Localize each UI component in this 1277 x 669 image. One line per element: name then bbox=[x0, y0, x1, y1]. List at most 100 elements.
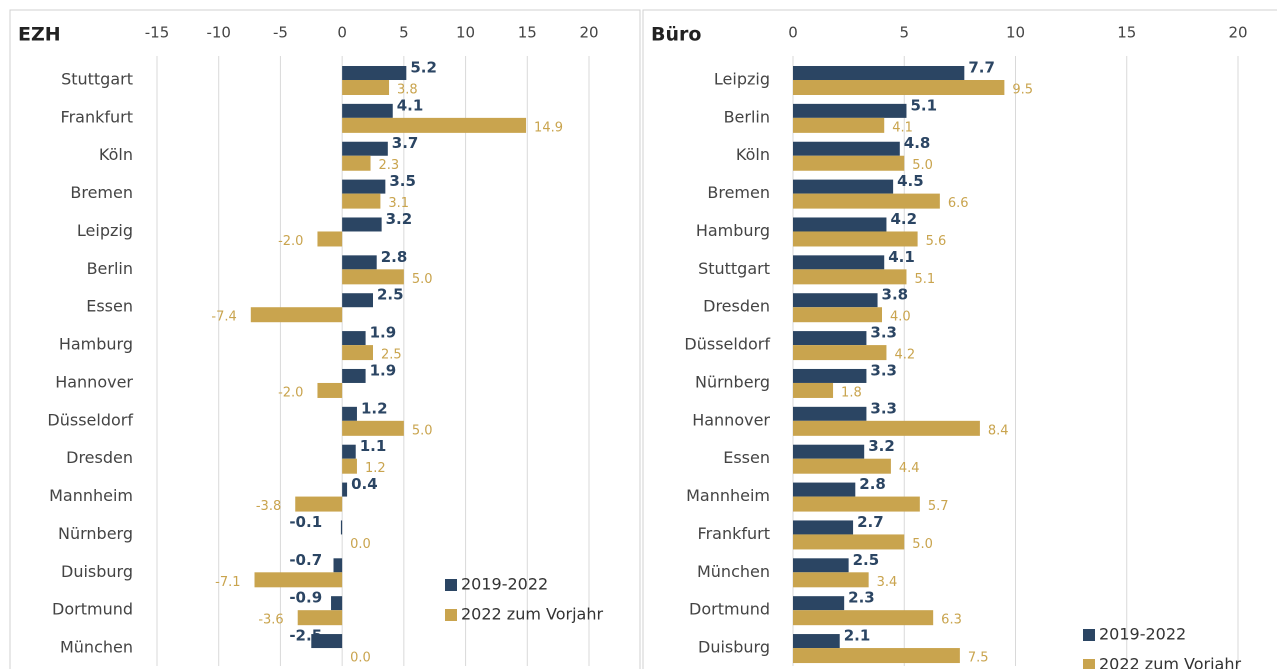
data-label: 4.0 bbox=[890, 310, 911, 325]
data-label: 2.5 bbox=[377, 286, 404, 304]
data-label: 1.9 bbox=[370, 361, 397, 379]
category-label: Mannheim bbox=[686, 486, 770, 505]
bar bbox=[793, 80, 1005, 95]
data-label: 5.1 bbox=[914, 272, 935, 287]
bar bbox=[793, 345, 887, 361]
category-label: Bremen bbox=[707, 183, 770, 202]
bar bbox=[342, 269, 404, 285]
data-label: 4.4 bbox=[899, 461, 920, 476]
data-label: 8.4 bbox=[988, 423, 1009, 438]
bar bbox=[793, 331, 867, 346]
bar bbox=[793, 610, 934, 626]
data-label: -2.0 bbox=[278, 234, 303, 249]
category-label: München bbox=[60, 638, 133, 657]
chart-title: Büro bbox=[651, 24, 701, 46]
data-label: 4.8 bbox=[904, 134, 931, 152]
data-label: 5.0 bbox=[412, 423, 433, 438]
category-label: Düsseldorf bbox=[684, 335, 770, 354]
data-label: 5.0 bbox=[412, 272, 433, 287]
bar bbox=[331, 596, 343, 611]
bar bbox=[342, 458, 357, 474]
bar bbox=[342, 255, 377, 270]
category-label: Stuttgart bbox=[61, 70, 133, 89]
category-label: Hannover bbox=[692, 410, 770, 429]
data-label: 2.7 bbox=[857, 513, 884, 531]
data-label: 2.8 bbox=[859, 475, 886, 493]
x-tick-label: 15 bbox=[518, 24, 537, 42]
category-label: Dortmund bbox=[689, 600, 770, 619]
data-label: 2.5 bbox=[853, 551, 880, 569]
bar bbox=[793, 496, 920, 512]
x-tick-label: 15 bbox=[1117, 24, 1136, 42]
data-label: 3.3 bbox=[870, 399, 897, 417]
category-label: Leipzig bbox=[714, 70, 770, 89]
bar bbox=[793, 382, 834, 398]
category-label: Dresden bbox=[66, 448, 133, 467]
legend-label: 2022 zum Vorjahr bbox=[461, 605, 603, 624]
bar bbox=[342, 117, 527, 133]
panel bbox=[9, 9, 641, 669]
data-label: 5.7 bbox=[928, 499, 949, 514]
category-label: Essen bbox=[86, 297, 133, 316]
bar bbox=[297, 610, 343, 626]
data-label: 6.3 bbox=[941, 613, 962, 628]
data-label: 2.5 bbox=[381, 348, 402, 363]
bar bbox=[342, 155, 371, 171]
category-label: Frankfurt bbox=[698, 524, 770, 543]
data-label: 3.7 bbox=[392, 134, 419, 152]
data-label: 14.9 bbox=[534, 120, 563, 135]
category-label: Düsseldorf bbox=[47, 410, 133, 429]
category-label: Stuttgart bbox=[698, 259, 770, 278]
bar bbox=[793, 217, 887, 232]
category-label: Hamburg bbox=[696, 221, 770, 240]
data-label: 7.7 bbox=[968, 59, 995, 77]
category-label: Dortmund bbox=[52, 600, 133, 619]
category-label: Hamburg bbox=[59, 335, 133, 354]
data-label: 5.2 bbox=[410, 59, 437, 77]
bar bbox=[311, 634, 343, 649]
x-tick-label: 0 bbox=[337, 24, 347, 42]
bar bbox=[317, 231, 343, 247]
category-label: Leipzig bbox=[77, 221, 133, 240]
bar bbox=[342, 80, 390, 95]
x-tick-label: 10 bbox=[456, 24, 475, 42]
category-label: Duisburg bbox=[698, 638, 770, 657]
chart-title: EZH bbox=[18, 24, 61, 46]
x-tick-label: 5 bbox=[899, 24, 909, 42]
data-label: 3.5 bbox=[389, 172, 416, 190]
bar bbox=[793, 269, 907, 285]
legend-label: 2022 zum Vorjahr bbox=[1099, 655, 1241, 669]
category-label: Mannheim bbox=[49, 486, 133, 505]
bar bbox=[342, 66, 407, 80]
bar bbox=[250, 307, 343, 323]
data-label: 2.3 bbox=[379, 158, 400, 173]
data-label: 4.1 bbox=[892, 120, 913, 135]
bar bbox=[317, 382, 343, 398]
bar bbox=[793, 444, 865, 459]
bar bbox=[793, 141, 900, 156]
bar bbox=[793, 420, 980, 436]
category-label: Köln bbox=[99, 145, 133, 164]
bar bbox=[793, 596, 845, 611]
legend-label: 2019-2022 bbox=[1099, 625, 1186, 644]
data-label: 4.2 bbox=[890, 210, 917, 228]
x-tick-label: 0 bbox=[788, 24, 798, 42]
data-label: 7.5 bbox=[968, 651, 989, 666]
bar bbox=[333, 558, 343, 573]
bar bbox=[342, 193, 381, 209]
bar bbox=[342, 179, 386, 194]
bar bbox=[342, 103, 393, 118]
x-tick-label: 5 bbox=[399, 24, 409, 42]
data-label: 1.1 bbox=[360, 437, 387, 455]
bar bbox=[793, 458, 891, 474]
bar bbox=[793, 534, 905, 550]
data-label: 2.8 bbox=[381, 248, 408, 266]
legend-swatch bbox=[445, 609, 457, 621]
bar bbox=[793, 648, 960, 664]
bar bbox=[254, 572, 343, 588]
data-label: 0.0 bbox=[350, 651, 371, 666]
bar bbox=[793, 482, 856, 497]
bar bbox=[793, 572, 869, 588]
legend-swatch bbox=[1083, 629, 1095, 641]
bar bbox=[342, 368, 366, 383]
